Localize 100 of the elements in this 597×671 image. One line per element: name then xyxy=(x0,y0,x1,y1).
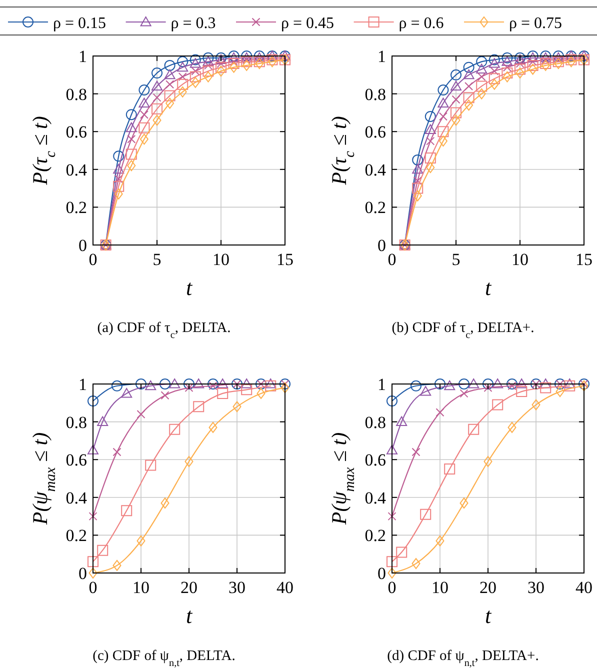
point xyxy=(184,384,194,392)
point xyxy=(164,60,176,71)
point xyxy=(88,396,98,406)
point xyxy=(386,556,398,568)
point xyxy=(204,71,212,82)
y-tick-label: 0.8 xyxy=(66,412,87,432)
point xyxy=(193,401,204,412)
point xyxy=(477,72,486,82)
point xyxy=(169,424,180,435)
point xyxy=(178,86,187,98)
point xyxy=(502,63,512,72)
point xyxy=(121,388,132,398)
point xyxy=(164,90,176,102)
point xyxy=(113,150,124,162)
y-tick-label: 0.8 xyxy=(66,84,87,104)
point xyxy=(488,58,500,68)
x-axis-title: t xyxy=(484,275,492,300)
y-tick-label: 0 xyxy=(78,236,87,255)
y-tick-label: 0.2 xyxy=(66,198,87,218)
y-tick-label: 0.2 xyxy=(364,526,386,546)
point xyxy=(508,382,516,390)
y-tick-label: 0.8 xyxy=(364,84,386,104)
point xyxy=(216,62,226,73)
point xyxy=(112,448,122,456)
x-tick-label: 10 xyxy=(132,578,150,597)
point xyxy=(502,56,513,66)
point xyxy=(97,544,108,556)
point xyxy=(564,378,576,388)
point xyxy=(126,148,137,160)
point xyxy=(388,568,396,578)
y-tick-label: 0.4 xyxy=(364,488,386,508)
point xyxy=(460,389,468,398)
point xyxy=(396,546,408,558)
point xyxy=(202,52,214,64)
y-tick-label: 1 xyxy=(78,47,87,66)
point xyxy=(516,68,524,79)
legend-label: ρ = 0.3 xyxy=(170,15,216,32)
point xyxy=(177,62,188,72)
point xyxy=(516,59,524,68)
point xyxy=(126,109,137,120)
point xyxy=(452,95,460,104)
x-tick-label: 10 xyxy=(512,250,528,269)
point xyxy=(556,386,564,398)
point xyxy=(424,152,436,164)
x-tick-label: 5 xyxy=(452,250,460,269)
point xyxy=(532,399,540,410)
point xyxy=(166,80,174,89)
y-tick-label: 0 xyxy=(378,564,386,583)
point xyxy=(468,378,480,388)
point xyxy=(450,80,462,90)
point xyxy=(127,160,136,172)
point xyxy=(114,188,123,200)
point xyxy=(138,84,150,96)
point xyxy=(160,378,170,390)
x-tick-label: 30 xyxy=(528,578,544,597)
point xyxy=(113,164,124,174)
point xyxy=(191,66,200,76)
y-tick-label: 1 xyxy=(378,47,386,66)
y-tick-label: 0.8 xyxy=(364,412,386,432)
point xyxy=(241,378,252,388)
x-tick-label: 10 xyxy=(432,578,448,597)
point xyxy=(112,560,122,571)
point xyxy=(204,61,212,70)
point xyxy=(426,136,435,146)
point xyxy=(112,380,122,392)
point xyxy=(412,154,424,166)
point xyxy=(202,56,214,66)
point xyxy=(452,114,460,126)
point xyxy=(216,66,226,77)
point xyxy=(438,84,449,96)
point xyxy=(114,174,123,184)
point xyxy=(145,380,156,390)
point xyxy=(508,422,516,433)
point xyxy=(540,382,552,394)
y-tick-label: 0.4 xyxy=(364,160,386,180)
x-tick-label: 10 xyxy=(212,250,230,269)
point xyxy=(438,98,449,108)
point xyxy=(88,444,98,454)
point xyxy=(184,456,194,467)
point xyxy=(145,460,156,471)
point xyxy=(193,378,204,388)
point xyxy=(490,66,499,76)
point xyxy=(138,98,150,108)
point xyxy=(208,378,218,390)
point xyxy=(113,180,124,192)
point xyxy=(232,401,242,412)
point xyxy=(191,76,200,88)
point xyxy=(460,498,468,509)
point xyxy=(484,456,492,467)
point xyxy=(420,386,432,396)
point xyxy=(136,410,146,418)
y-tick-label: 0.6 xyxy=(364,450,386,470)
point xyxy=(160,498,170,509)
point xyxy=(463,69,474,80)
point xyxy=(386,444,398,454)
point xyxy=(152,114,162,126)
point xyxy=(527,60,538,71)
point xyxy=(178,72,187,82)
point xyxy=(265,378,276,388)
point xyxy=(540,378,552,388)
